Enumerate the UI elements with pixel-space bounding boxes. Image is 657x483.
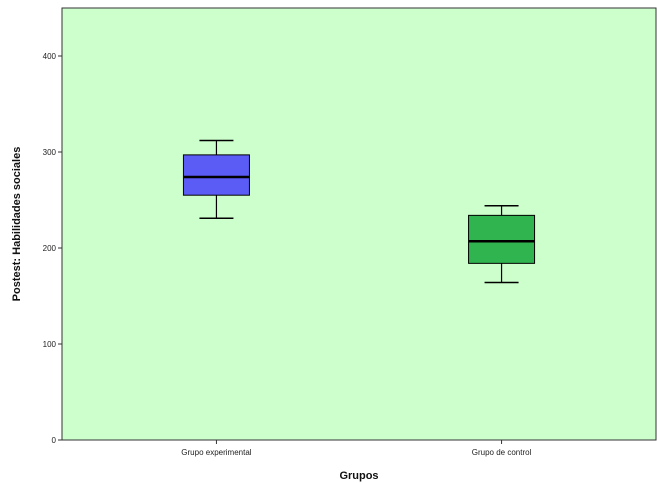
plot-area — [61, 7, 657, 441]
x-axis-title: Grupos — [339, 470, 378, 482]
box-experimental — [182, 139, 250, 219]
iqr-box — [182, 154, 250, 196]
y-tick-label: 300 — [43, 148, 57, 157]
y-tick-label: 100 — [43, 340, 57, 349]
x-tick-label: Grupo experimental — [181, 448, 251, 457]
x-tick-label: Grupo de control — [472, 448, 532, 457]
x-axis: Grupo experimental Grupo de control — [181, 440, 532, 457]
box-control — [468, 205, 536, 284]
y-tick-label: 0 — [52, 436, 57, 445]
boxes — [182, 139, 536, 284]
iqr-box — [468, 214, 536, 264]
y-tick-label: 400 — [43, 52, 57, 61]
y-tick-label: 200 — [43, 244, 57, 253]
y-axis: 0 100 200 300 400 — [43, 52, 62, 445]
y-axis-title: Postest: Habilidades sociales — [11, 147, 23, 302]
